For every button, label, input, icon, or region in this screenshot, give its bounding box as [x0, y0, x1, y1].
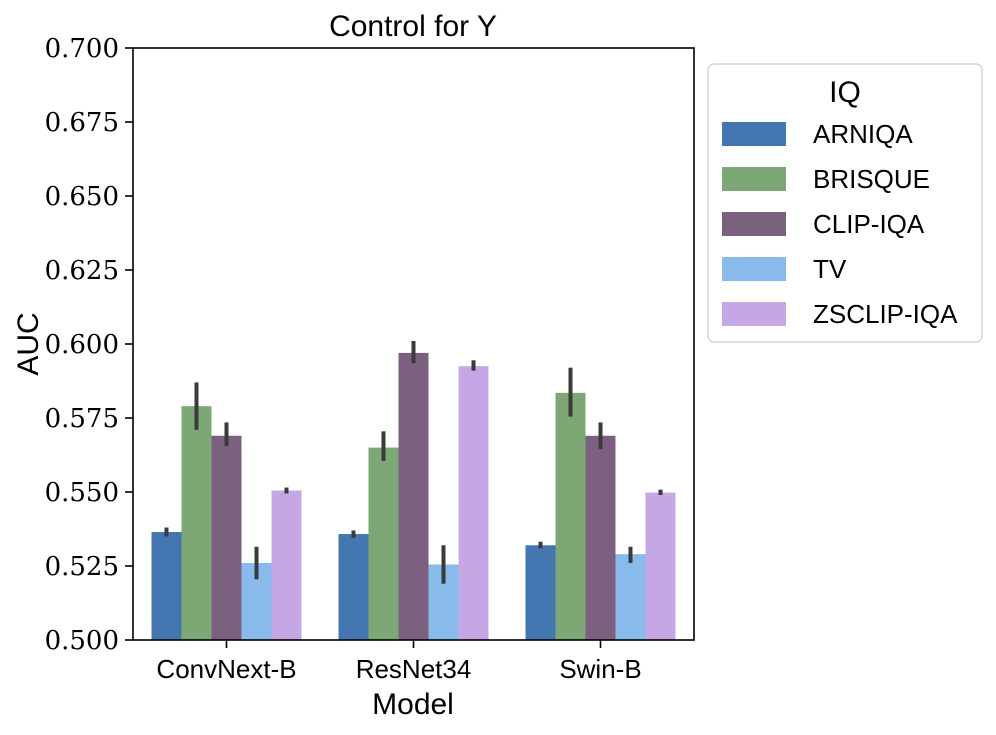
x-tick-label: ConvNext-B [156, 654, 296, 684]
y-tick-label: 0.700 [45, 34, 119, 64]
legend-swatch-clip-iqa [722, 212, 786, 236]
y-tick-label: 0.625 [45, 256, 119, 286]
legend-label-brisque: BRISQUE [813, 164, 930, 194]
plot-frame [132, 47, 695, 641]
bar-arniqa-convnext-b [151, 531, 182, 640]
legend-swatch-zsclip-iqa [722, 302, 786, 326]
bar-brisque-resnet34 [368, 447, 399, 640]
chart-title: Control for Y [329, 10, 497, 43]
y-tick-label: 0.550 [45, 478, 119, 508]
y-tick-label: 0.650 [45, 182, 119, 212]
y-tick-label: 0.575 [45, 404, 119, 434]
error-bars-layer [164, 341, 663, 584]
legend-title: IQ [829, 76, 861, 109]
legend-label-clip-iqa: CLIP-IQA [813, 209, 925, 239]
bar-clip-iqa-resnet34 [398, 352, 429, 640]
legend-swatch-brisque [722, 167, 786, 191]
x-tick-label: Swin-B [559, 654, 641, 684]
y-tick-label: 0.500 [45, 626, 119, 656]
bar-clip-iqa-convnext-b [211, 435, 242, 640]
x-axis-label: Model [372, 688, 454, 721]
bar-zsclip-iqa-convnext-b [271, 490, 302, 640]
legend-label-zsclip-iqa: ZSCLIP-IQA [813, 299, 958, 329]
bar-zsclip-iqa-resnet34 [458, 366, 489, 640]
bars-layer [151, 352, 676, 640]
y-tick-label: 0.600 [45, 330, 119, 360]
x-axis: ConvNext-B ResNet34 Swin-B [156, 640, 642, 684]
x-tick-label: ResNet34 [356, 654, 472, 684]
legend-swatch-arniqa [722, 122, 786, 146]
legend-label-tv: TV [813, 254, 847, 284]
bar-brisque-convnext-b [181, 406, 212, 640]
legend-items: ARNIQA BRISQUE CLIP-IQA TV ZSCLIP-IQA [722, 119, 958, 329]
legend: IQ ARNIQA BRISQUE CLIP-IQA TV ZSCLIP-IQA [707, 63, 983, 343]
legend-label-arniqa: ARNIQA [813, 119, 913, 149]
bar-arniqa-swin-b [525, 545, 556, 640]
bar-clip-iqa-swin-b [585, 435, 616, 640]
bar-tv-swin-b [615, 554, 646, 640]
y-axis-label: AUC [12, 312, 45, 375]
legend-swatch-tv [722, 257, 786, 281]
bar-arniqa-resnet34 [338, 534, 369, 640]
y-axis: 0.500 0.525 0.550 0.575 0.600 0.625 0.650 0.675… [45, 34, 133, 656]
bar-brisque-swin-b [555, 392, 586, 640]
y-tick-label: 0.675 [45, 108, 119, 138]
bar-zsclip-iqa-swin-b [645, 492, 676, 640]
y-tick-label: 0.525 [45, 552, 119, 582]
